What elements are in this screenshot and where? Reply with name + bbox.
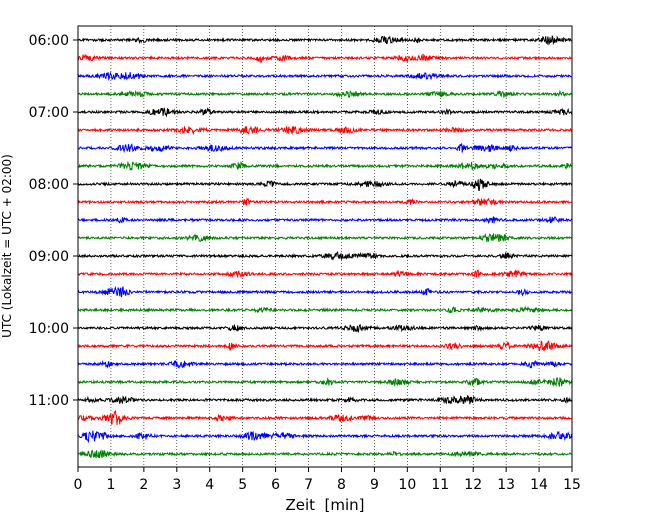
- x-axis-label: Zeit [min]: [285, 496, 364, 514]
- x-tick-label: 13: [497, 477, 515, 493]
- y-tick-label: 10:00: [29, 321, 69, 337]
- x-tick-label: 1: [106, 477, 115, 493]
- plot-area: [78, 26, 572, 467]
- x-tick-label: 0: [74, 477, 83, 493]
- y-tick-label: 08:00: [29, 177, 69, 193]
- plot-frame: [77, 25, 573, 468]
- seismic-trace: [77, 323, 573, 333]
- seismic-trace: [77, 269, 573, 279]
- y-tick-label: 06:00: [29, 33, 69, 49]
- x-tick-label: 9: [370, 477, 379, 493]
- x-tick-label: 7: [304, 477, 313, 493]
- seismic-trace: [77, 285, 573, 298]
- seismic-trace: [77, 233, 573, 243]
- seismic-trace: [77, 449, 573, 459]
- seismic-trace: [77, 377, 573, 387]
- seismic-trace: [77, 125, 573, 136]
- seismic-trace: [77, 340, 573, 352]
- x-tick-label: 14: [530, 477, 548, 493]
- seismic-traces: [77, 35, 573, 459]
- seismic-trace: [77, 305, 573, 314]
- x-tick-label: 4: [205, 477, 214, 493]
- seismic-trace: [77, 160, 573, 171]
- seismic-trace: [77, 394, 573, 405]
- x-tick-label: 5: [238, 477, 247, 493]
- seismic-trace: [77, 197, 573, 206]
- x-tick-label: 15: [563, 477, 581, 493]
- y-tick-label: 11:00: [29, 393, 69, 409]
- y-tick-label: 07:00: [29, 105, 69, 121]
- x-axis-ticks: 0 1 2 3 4 5 6 7 8 9 10 11 12 13 14 15: [74, 467, 581, 493]
- x-tick-label: 10: [398, 477, 416, 493]
- seismic-trace: [77, 359, 573, 369]
- x-tick-label: 12: [464, 477, 482, 493]
- seismic-trace: [77, 107, 573, 118]
- x-tick-label: 2: [139, 477, 148, 493]
- x-tick-label: 11: [431, 477, 449, 493]
- seismic-trace: [77, 89, 573, 99]
- y-axis-ticks: 06:00 07:00 08:00 09:00 10:00 11:00: [29, 33, 78, 409]
- seismic-trace: [77, 409, 573, 425]
- seismic-trace: [77, 53, 573, 63]
- seismic-trace: [77, 143, 573, 154]
- seismic-trace: [77, 71, 573, 82]
- y-tick-label: 09:00: [29, 249, 69, 265]
- seismic-trace: [77, 35, 573, 46]
- x-tick-label: 3: [172, 477, 181, 493]
- seismic-trace: [77, 430, 573, 444]
- x-tick-label: 6: [271, 477, 280, 493]
- seismic-trace: [77, 178, 573, 192]
- x-tick-label: 8: [337, 477, 346, 493]
- seismic-trace: [77, 216, 573, 224]
- y-axis-label: UTC (Lokalzeit = UTC + 02:00): [0, 154, 14, 338]
- seismic-trace: [77, 250, 573, 261]
